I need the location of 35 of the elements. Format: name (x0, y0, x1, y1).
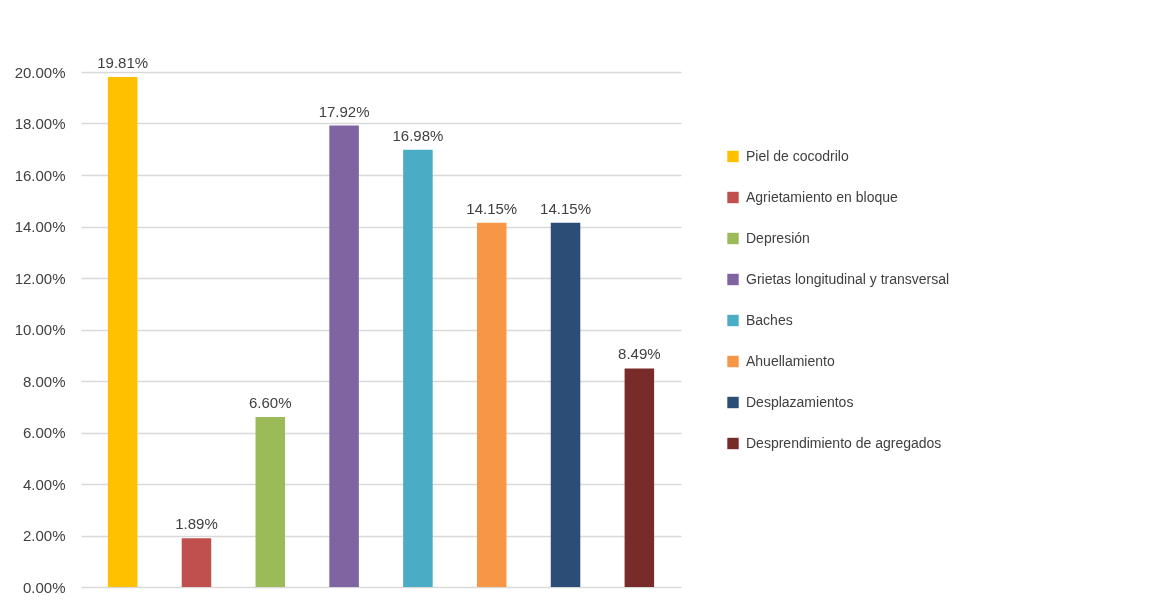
data-label: 6.60% (249, 394, 292, 412)
legend-label: Depresión (746, 229, 810, 246)
bar (329, 125, 359, 587)
data-label: 14.15% (466, 199, 518, 217)
legend-label: Piel de cocodrilo (746, 147, 849, 164)
y-tick-label: 0.00% (22, 578, 66, 596)
data-label: 1.89% (175, 515, 218, 533)
y-tick-label: 4.00% (22, 475, 66, 493)
bar (550, 222, 581, 587)
bar (624, 368, 655, 587)
bar (255, 417, 286, 587)
y-tick-label: 16.00% (14, 166, 66, 184)
data-label: 17.92% (318, 102, 370, 120)
legend-label: Baches (746, 311, 793, 328)
legend-label: Ahuellamiento (746, 352, 835, 369)
data-label: 19.81% (97, 53, 149, 71)
data-label: 14.15% (540, 199, 591, 217)
y-tick-label: 2.00% (22, 527, 66, 544)
legend-label: Desprendimiento de agregados (746, 434, 942, 451)
data-label: 8.49% (618, 345, 661, 363)
legend-label: Agrietamiento en bloque (746, 188, 898, 205)
data-label: 16.98% (392, 126, 444, 144)
y-tick-label: 14.00% (14, 218, 66, 235)
y-tick-label: 8.00% (22, 372, 66, 390)
bar (181, 538, 212, 587)
y-tick-label: 10.00% (14, 321, 66, 338)
y-tick-label: 6.00% (22, 424, 66, 441)
y-tick-label: 18.00% (14, 115, 66, 132)
legend-label: Grietas longitudinal y transversal (746, 270, 950, 287)
bar (403, 149, 433, 587)
y-tick-label: 12.00% (14, 269, 66, 287)
bar (107, 76, 138, 587)
legend-label: Desplazamientos (746, 393, 854, 410)
y-tick-label: 20.00% (14, 63, 66, 81)
bar (476, 222, 507, 587)
